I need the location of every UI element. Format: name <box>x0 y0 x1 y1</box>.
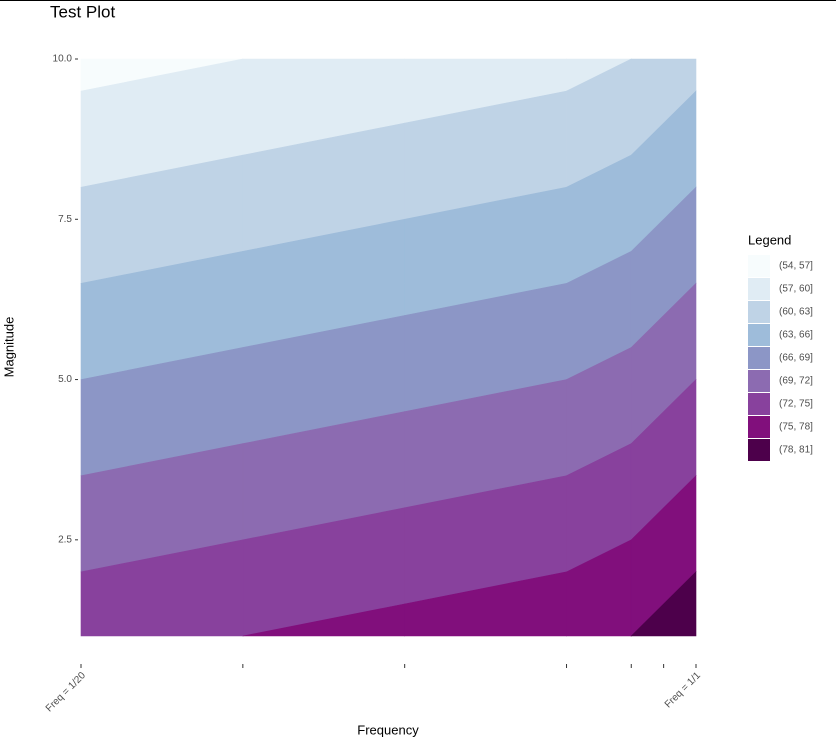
plot-area <box>80 58 697 637</box>
legend-key <box>748 347 770 369</box>
legend-key <box>748 301 770 323</box>
chart-title: Test Plot <box>50 2 115 21</box>
x-axis-title: Frequency <box>357 722 419 737</box>
legend-label: (66, 69] <box>779 353 813 364</box>
legend-label: (69, 72] <box>779 376 813 387</box>
legend-label: (72, 75] <box>779 399 813 410</box>
contour-band <box>80 282 697 573</box>
y-tick-label: 5.0 <box>58 374 72 385</box>
legend-title: Legend <box>748 232 791 247</box>
x-tick-label: Freq = 1/1 <box>663 670 704 711</box>
legend-key <box>748 278 770 300</box>
legend-label: (78, 81] <box>779 445 813 456</box>
y-tick-label: 7.5 <box>58 214 72 225</box>
band-piece <box>630 571 697 637</box>
legend-label: (57, 60] <box>779 284 813 295</box>
legend-key <box>748 255 770 277</box>
contour-band <box>80 58 697 284</box>
legend-label: (60, 63] <box>779 307 813 318</box>
y-axis-title: Magnitude <box>1 317 16 378</box>
contour-band <box>80 90 697 380</box>
legend-label: (63, 66] <box>779 330 813 341</box>
legend-key <box>748 439 770 461</box>
legend-key <box>748 370 770 392</box>
contour-band <box>80 378 697 637</box>
legend-key <box>748 416 770 438</box>
x-tick-label: Freq = 1/20 <box>44 670 88 714</box>
legend-key <box>748 324 770 346</box>
y-tick-label: 10.0 <box>53 54 73 65</box>
contour-band <box>80 186 697 477</box>
legend-label: (75, 78] <box>779 422 813 433</box>
legend-label: (54, 57] <box>779 261 813 272</box>
y-tick-label: 2.5 <box>58 534 72 545</box>
contour-band <box>630 571 697 637</box>
legend-key <box>748 393 770 415</box>
